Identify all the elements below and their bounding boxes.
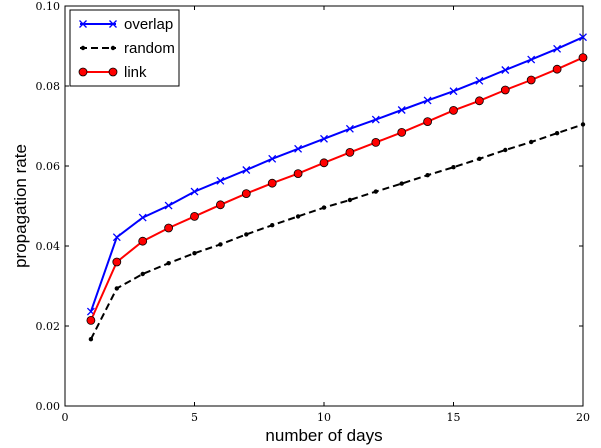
data-point-random: [218, 242, 223, 247]
series-line-overlap: [89, 36, 584, 312]
data-point-overlap: [242, 166, 251, 174]
data-point-link: [345, 147, 355, 157]
x-tick-label: 10: [317, 411, 331, 424]
y-tick-label: 0.10: [36, 0, 61, 13]
series-line-link: [89, 56, 584, 321]
y-tick-label: 0.00: [36, 400, 61, 413]
data-point-link: [423, 117, 433, 126]
data-point-random: [140, 271, 145, 277]
data-point-link: [86, 315, 96, 325]
data-point-random: [192, 251, 197, 256]
data-point-random: [425, 173, 430, 178]
x-tick-label: 0: [62, 411, 69, 424]
data-point-overlap: [294, 144, 303, 153]
y-tick-label: 0.08: [36, 80, 61, 93]
data-point-link: [293, 169, 303, 179]
data-point-overlap: [190, 187, 199, 196]
data-point-overlap: [216, 176, 225, 185]
data-point-random: [347, 197, 353, 203]
data-point-random: [503, 147, 508, 153]
axis-ticks: 0 5 10 15 20 0.00 0.02 0.04 0.06 0.08 0.10: [36, 0, 591, 424]
series-line-random: [90, 123, 584, 340]
data-point-link: [371, 137, 381, 147]
legend-entry-random: random: [80, 40, 175, 57]
data-point-link: [190, 211, 199, 221]
data-point-overlap: [112, 233, 121, 242]
series-layer: [86, 33, 588, 342]
data-point-random: [270, 223, 275, 228]
data-point-overlap: [527, 55, 536, 64]
y-axis-label: propagation rate: [11, 144, 30, 268]
legend-marker-overlap: [109, 20, 117, 28]
data-point-random: [451, 165, 456, 170]
legend-entry-link: link: [78, 64, 147, 81]
legend-marker-link: [78, 67, 88, 77]
data-point-random: [554, 131, 560, 136]
legend-entry-overlap: overlap: [79, 16, 173, 33]
data-point-overlap: [501, 66, 510, 74]
data-point-link: [319, 158, 329, 168]
series-overlap: [86, 33, 587, 316]
data-point-link: [138, 236, 148, 246]
data-point-link: [112, 257, 122, 267]
data-point-random: [321, 205, 327, 210]
x-tick-label: 15: [447, 411, 461, 424]
data-point-link: [241, 189, 251, 199]
data-point-link: [578, 53, 588, 62]
data-point-link: [397, 127, 407, 137]
data-point-random: [529, 139, 534, 145]
legend-marker-link: [108, 67, 118, 77]
data-point-overlap: [397, 106, 406, 114]
data-point-random: [244, 232, 249, 237]
y-tick-label: 0.04: [36, 240, 61, 253]
legend: overlap random link: [69, 9, 180, 87]
data-point-overlap: [164, 201, 173, 210]
data-point-link: [215, 200, 225, 210]
data-point-overlap: [138, 213, 147, 222]
data-point-link: [526, 75, 536, 85]
data-point-link: [449, 106, 458, 115]
data-point-overlap: [320, 134, 328, 143]
data-point-overlap: [449, 87, 458, 96]
x-tick-label: 20: [576, 411, 590, 424]
data-point-overlap: [345, 124, 354, 133]
data-point-random: [295, 214, 301, 219]
legend-box: [69, 9, 180, 87]
data-point-random: [166, 261, 171, 266]
data-point-overlap: [423, 96, 432, 105]
data-point-link: [500, 85, 510, 95]
x-tick-label: 5: [191, 411, 198, 424]
series-link: [86, 53, 588, 325]
data-point-overlap: [553, 44, 562, 53]
legend-label-random: random: [124, 40, 175, 57]
y-tick-label: 0.06: [36, 160, 61, 173]
data-point-overlap: [475, 76, 484, 85]
data-point-overlap: [579, 33, 587, 42]
legend-marker-random: [110, 45, 116, 51]
data-point-link: [267, 178, 277, 188]
data-point-overlap: [268, 154, 277, 163]
data-point-random: [580, 122, 586, 127]
data-point-link: [474, 96, 484, 106]
data-point-random: [114, 286, 120, 291]
y-tick-label: 0.02: [36, 320, 61, 333]
data-point-random: [477, 156, 482, 161]
series-random: [88, 122, 586, 342]
legend-marker-overlap: [79, 20, 87, 28]
legend-label-overlap: overlap: [124, 16, 173, 33]
data-point-random: [373, 189, 378, 194]
data-point-link: [164, 223, 174, 233]
x-axis-label: number of days: [265, 426, 382, 445]
data-point-link: [552, 64, 562, 74]
data-point-overlap: [371, 115, 380, 124]
data-point-random: [88, 337, 94, 342]
legend-marker-random: [80, 45, 86, 51]
data-point-random: [399, 181, 404, 186]
legend-label-link: link: [124, 64, 147, 81]
